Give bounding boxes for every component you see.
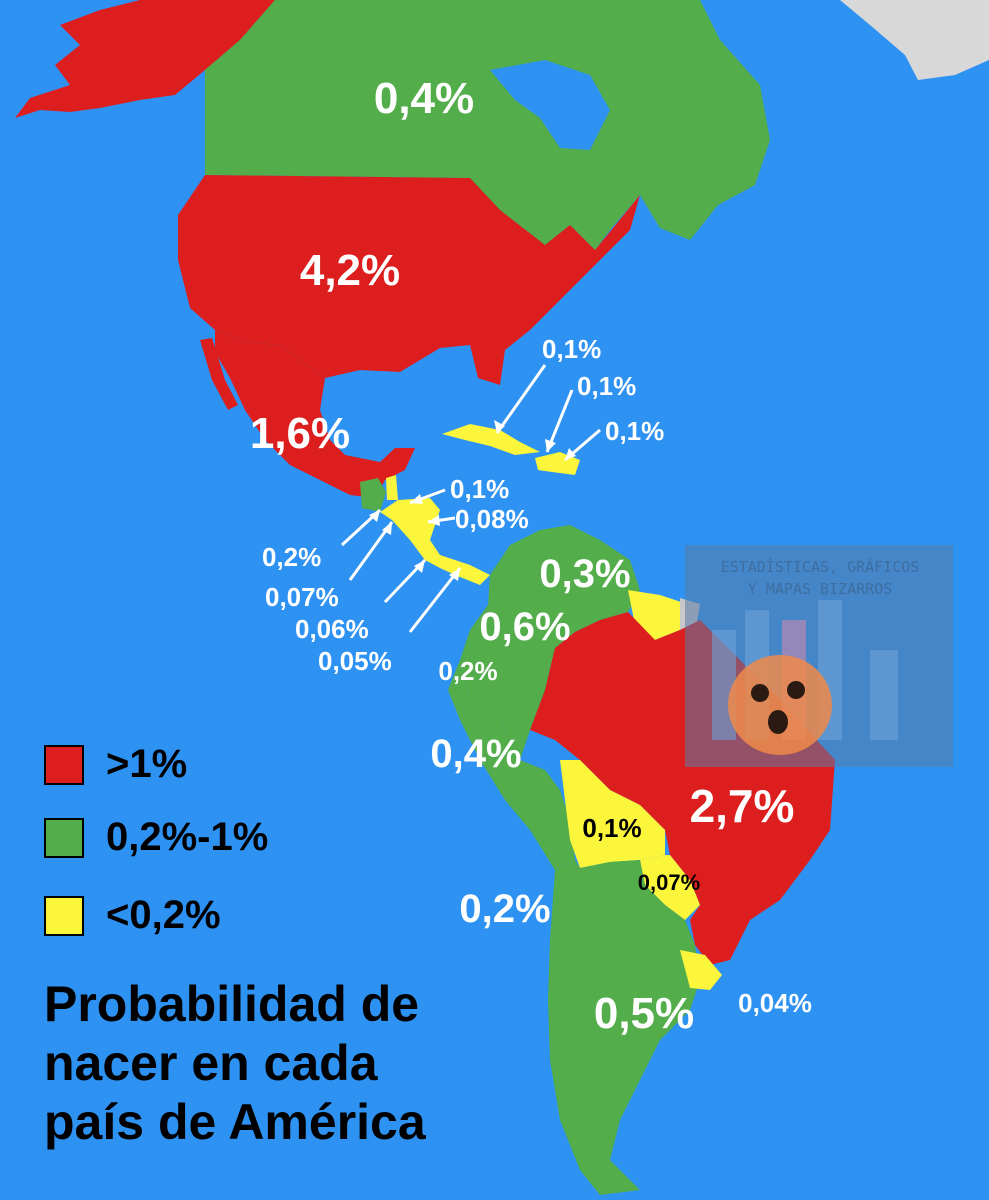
label-mexico: 1,6%: [250, 409, 350, 458]
central-america-region: [380, 498, 490, 585]
arrowhead-dominican: [565, 448, 576, 460]
southern-cone-region: [548, 860, 700, 1195]
greenland-region: [840, 0, 989, 80]
uruguay-region: [680, 950, 722, 990]
arrowhead-nicaragua: [414, 560, 425, 573]
guianas-region: [628, 590, 690, 640]
label-uruguay: 0,04%: [738, 988, 812, 1018]
arrow-costa-rica: [408, 567, 462, 633]
arrowhead-cuba: [494, 420, 505, 433]
guatemala-region: [360, 478, 386, 512]
belize-region: [386, 475, 398, 500]
value-labels: 0,4% 4,2% 1,6% 0,1% 0,1% 0,1% 0,1% 0,08%…: [250, 74, 812, 1038]
label-guatemala: 0,2%: [262, 542, 321, 572]
label-dominican: 0,1%: [605, 416, 664, 446]
legend-label-high: >1%: [106, 742, 188, 786]
northern-south-america: [460, 525, 640, 760]
label-el-salvador: 0,07%: [265, 582, 339, 612]
label-cuba: 0,1%: [542, 334, 601, 364]
label-belize: 0,1%: [450, 474, 509, 504]
label-costa-rica: 0,05%: [318, 646, 392, 676]
legend-item-low: <0,2%: [44, 893, 221, 938]
legend-item-high: >1%: [44, 742, 187, 787]
usa-region: [178, 175, 640, 385]
label-argentina: 0,5%: [594, 989, 694, 1038]
arrow-el-salvador: [348, 521, 394, 581]
canada-region: [205, 0, 770, 250]
watermark-cat: [728, 655, 832, 755]
title-line-3: país de América: [44, 1094, 426, 1150]
label-chile: 0,2%: [459, 887, 550, 931]
arrowhead-honduras: [428, 515, 440, 526]
watermark-cat-mouth: [768, 710, 788, 734]
watermark-cat-eye-right: [787, 681, 805, 699]
label-canada: 0,4%: [374, 74, 474, 123]
mexico-region: [215, 330, 415, 498]
label-haiti: 0,1%: [577, 371, 636, 401]
legend-swatch-low: [44, 895, 84, 936]
peru-region: [448, 660, 575, 870]
legend-swatch-high: [44, 744, 84, 785]
legend-label-low: <0,2%: [106, 893, 221, 937]
watermark-cat-eye-left: [751, 684, 769, 702]
label-brazil: 2,7%: [690, 780, 795, 832]
baja-california: [200, 338, 238, 410]
bolivia-region: [560, 760, 665, 868]
watermark-line-1: ESTADÍSTICAS, GRÁFICOS: [720, 558, 920, 576]
arrow-cuba: [495, 364, 547, 434]
label-ecuador: 0,2%: [438, 656, 497, 686]
hudson-bay: [490, 60, 610, 150]
arrowheads: [369, 420, 576, 581]
title-line-1: Probabilidad de: [44, 976, 420, 1032]
watermark-bar-5: [870, 650, 898, 740]
watermark-line-2: Y MAPAS BIZARROS: [747, 580, 893, 598]
watermark: [685, 545, 953, 767]
legend-swatch-mid: [44, 817, 84, 858]
legend-label-mid: 0,2%-1%: [106, 815, 269, 859]
map-title: Probabilidad de nacer en cada país de Am…: [44, 975, 504, 1152]
arrowhead-guatemala: [369, 510, 380, 522]
arrowhead-haiti: [545, 439, 556, 452]
arrowhead-costa-rica: [449, 568, 460, 581]
cuba-region: [442, 424, 540, 455]
alaska-region: [15, 0, 275, 118]
arrowhead-el-salvador: [382, 522, 392, 535]
legend-item-mid: 0,2%-1%: [44, 815, 268, 860]
label-honduras: 0,08%: [455, 504, 529, 534]
label-nicaragua: 0,06%: [295, 614, 369, 644]
label-colombia: 0,6%: [479, 605, 570, 649]
label-venezuela: 0,3%: [539, 552, 630, 596]
label-usa: 4,2%: [300, 246, 400, 295]
paraguay-region: [640, 855, 700, 920]
label-peru: 0,4%: [430, 732, 521, 776]
title-line-2: nacer en cada: [44, 1035, 378, 1091]
label-paraguay: 0,07%: [638, 870, 700, 895]
label-bolivia: 0,1%: [582, 813, 641, 843]
arrowhead-belize: [410, 494, 423, 504]
watermark-text: ESTADÍSTICAS, GRÁFICOS Y MAPAS BIZARROS: [690, 556, 950, 600]
